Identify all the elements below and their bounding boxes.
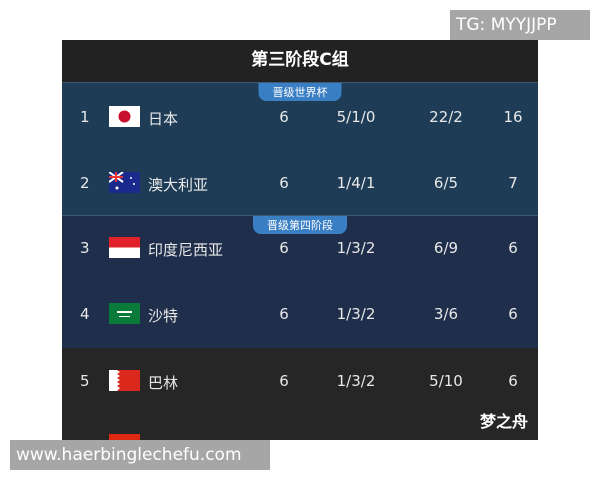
played: 6 [279,372,289,390]
team-name: 澳大利亚 [148,176,209,194]
played: 6 [279,108,289,126]
section-eliminated: 5 巴林 6 1/3/2 5/10 6 梦之舟 [62,348,538,440]
points: 6 [508,372,518,390]
goals: 5/10 [429,372,463,390]
points: 7 [508,174,518,192]
table-row[interactable]: 1 日本 6 5/1/0 22/2 16 [62,102,538,132]
rank: 3 [80,239,90,257]
section-badge: 晋级世界杯 [258,83,342,101]
team-name: 印度尼西亚 [148,241,224,259]
team-name: 沙特 [148,307,179,325]
china-flag-icon [109,434,140,440]
wdl: 1/3/2 [336,239,376,257]
table-row[interactable]: 2 澳大利亚 6 1/4/1 6/5 7 [62,168,538,198]
standings-panel: 第三阶段C组 晋级世界杯 1 日本 6 5/1/0 22/2 16 2 澳大利亚… [62,40,538,440]
rank: 5 [80,372,90,390]
table-row[interactable]: 3 印度尼西亚 6 1/3/2 6/9 6 [62,233,538,263]
rank: 1 [80,108,90,126]
watermark-url: www.haerbinglechefu.com [10,440,270,470]
section-fourth-stage: 晋级第四阶段 3 印度尼西亚 6 1/3/2 6/9 6 4 沙特 6 1/3/… [62,215,538,348]
group-title: 第三阶段C组 [62,40,538,82]
watermark-tg: TG: MYYJJPP [450,10,590,40]
author-signature: 梦之舟 [479,412,528,431]
table-row[interactable]: 5 巴林 6 1/3/2 5/10 6 [62,366,538,396]
goals: 6/9 [433,239,459,257]
wdl: 1/3/2 [336,305,376,323]
indonesia-flag-icon [109,237,140,258]
goals: 6/5 [433,174,459,192]
points: 16 [503,108,523,126]
table-row[interactable]: 4 沙特 6 1/3/2 3/6 6 [62,299,538,329]
wdl: 5/1/0 [336,108,376,126]
played: 6 [279,174,289,192]
team-name: 巴林 [148,374,179,392]
team-name: 日本 [148,110,179,128]
wdl: 1/3/2 [336,372,376,390]
saudi-flag-icon [109,303,140,324]
rank: 4 [80,305,90,323]
points: 6 [508,305,518,323]
rank: 2 [80,174,90,192]
section-badge: 晋级第四阶段 [253,216,347,234]
bahrain-flag-icon [109,370,140,391]
goals: 22/2 [429,108,463,126]
australia-flag-icon [109,172,140,193]
points: 6 [508,239,518,257]
section-qualified: 晋级世界杯 1 日本 6 5/1/0 22/2 16 2 澳大利亚 6 1/4/… [62,82,538,215]
goals: 3/6 [433,305,459,323]
wdl: 1/4/1 [336,174,376,192]
played: 6 [279,239,289,257]
played: 6 [279,305,289,323]
japan-flag-icon [109,106,140,127]
